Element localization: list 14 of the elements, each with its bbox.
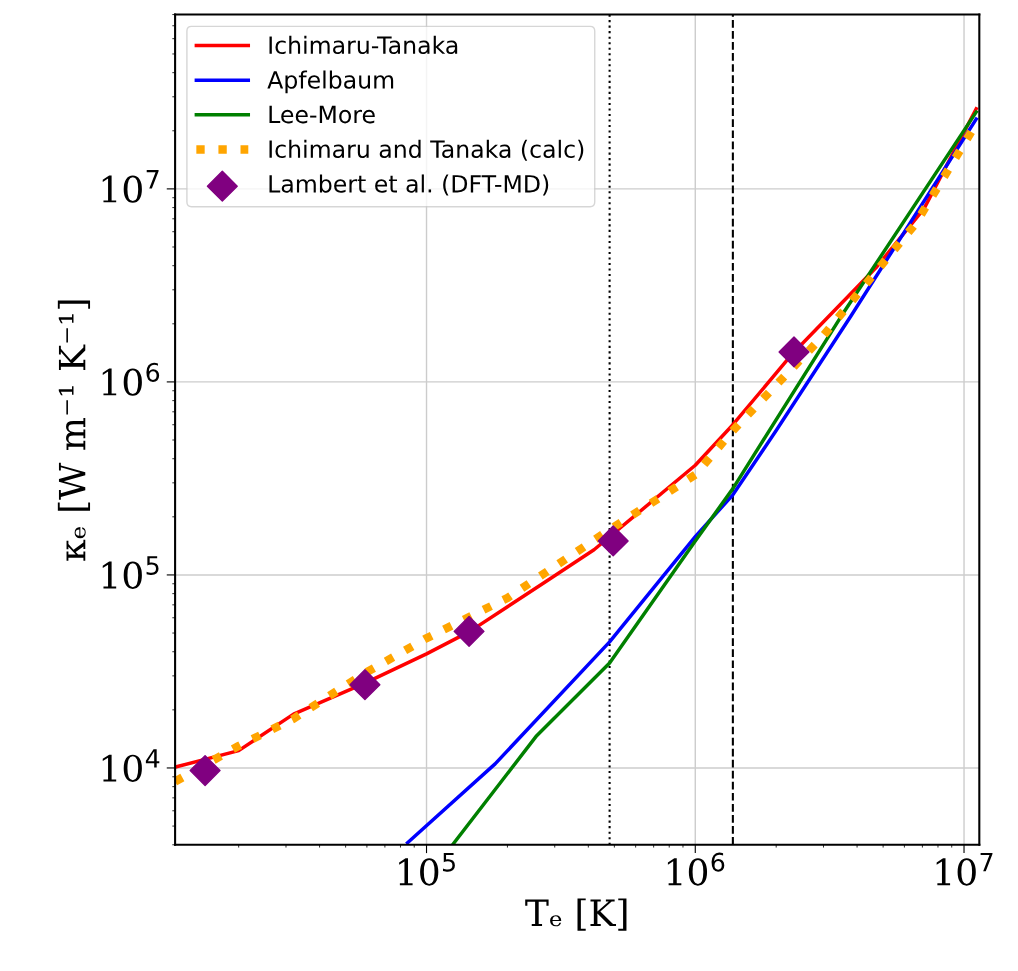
legend-label: Lee-More <box>269 105 375 124</box>
y-tick-label: 10$^{5}$ <box>102 556 159 589</box>
x-tick-label: 10$^{7}$ <box>936 852 993 886</box>
legend-label: Apfelbaum <box>267 70 394 94</box>
x-tick-label: 10$^{6}$ <box>667 852 725 886</box>
legend-label: Ichimaru and Tanaka (calc) <box>269 139 584 161</box>
y-tick-label: 10$^{4}$ <box>102 749 160 782</box>
x-tick-label: 10$^{5}$ <box>399 852 455 886</box>
y-tick-label: 10$^{7}$ <box>102 170 159 203</box>
y-tick-label: 10$^{6}$ <box>102 362 160 396</box>
legend-label: Ichimaru-Tanaka <box>269 35 458 55</box>
legend-label: Lambert et al. (DFT-MD) <box>269 174 549 196</box>
y-axis-title: κₑ [W m⁻¹ K⁻¹] <box>57 300 91 561</box>
x-axis-title: Tₑ [K] <box>525 898 627 931</box>
